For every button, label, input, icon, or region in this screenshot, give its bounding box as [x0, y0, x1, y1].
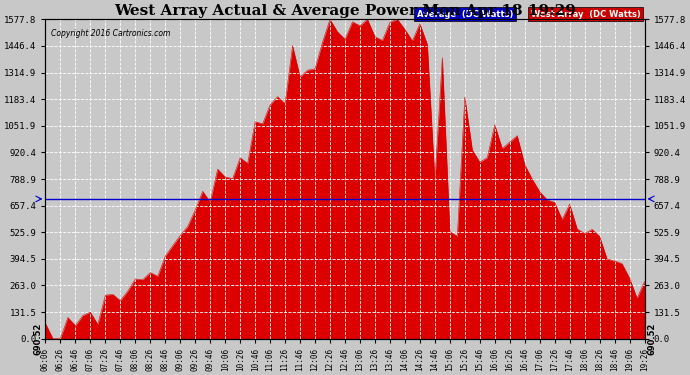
- Text: Copyright 2016 Cartronics.com: Copyright 2016 Cartronics.com: [52, 29, 171, 38]
- Text: 690.52: 690.52: [33, 322, 43, 355]
- Text: West Array  (DC Watts): West Array (DC Watts): [531, 10, 640, 19]
- Text: 690.52: 690.52: [647, 322, 657, 355]
- Text: Average  (DC Watts): Average (DC Watts): [417, 10, 513, 19]
- Title: West Array Actual & Average Power Mon Apr 18 19:29: West Array Actual & Average Power Mon Ap…: [114, 4, 576, 18]
